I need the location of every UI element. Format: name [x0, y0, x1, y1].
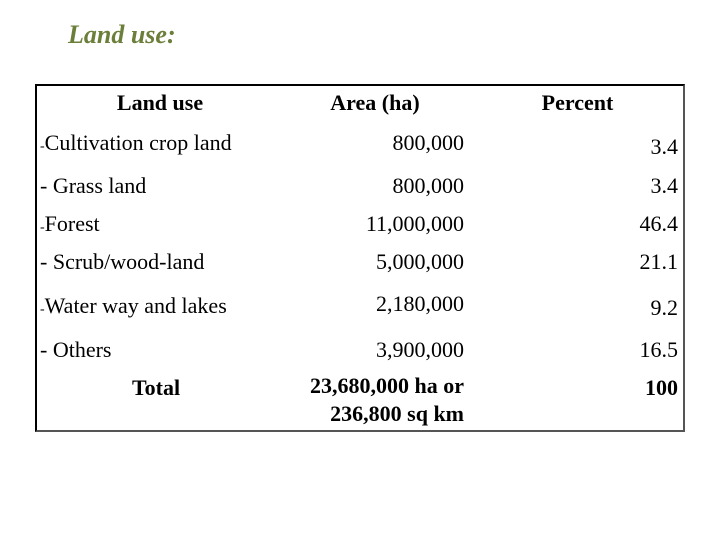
total-label: Total	[132, 375, 181, 400]
row-area: 11,000,000	[365, 211, 464, 236]
total-area-line2: 236,800 sq km	[330, 401, 464, 426]
header-area: Area (ha)	[330, 90, 420, 115]
row-label-text: Cultivation crop land	[44, 130, 232, 155]
row-dash: -	[40, 173, 53, 198]
page-title: Land use:	[68, 20, 176, 49]
row-area: 5,000,000	[376, 249, 464, 274]
row-label: - Others	[40, 338, 111, 362]
row-area: 2,180,000	[376, 291, 464, 316]
row-percent: 3.4	[650, 134, 679, 159]
row-label: -Cultivation crop land	[40, 131, 232, 159]
row-area: 800,000	[392, 130, 465, 155]
total-area-line1: 23,680,000 ha or	[310, 373, 464, 398]
header-percent: Percent	[541, 90, 614, 115]
row-dash: -	[40, 337, 53, 362]
row-percent: 21.1	[639, 249, 679, 274]
row-percent: 3.4	[650, 173, 679, 198]
row-dash: -	[40, 249, 53, 274]
row-label: - Grass land	[40, 174, 146, 198]
row-label: -Forest	[40, 212, 100, 240]
row-dash: -	[40, 220, 45, 235]
header-land-use: Land use	[116, 90, 204, 115]
row-percent: 46.4	[639, 211, 679, 236]
row-percent: 9.2	[650, 295, 679, 320]
row-label: - Scrub/wood-land	[40, 250, 204, 274]
row-label: -Water way and lakes	[40, 294, 227, 322]
row-label-text: Forest	[44, 211, 100, 236]
row-dash: -	[40, 139, 45, 154]
row-area: 3,900,000	[376, 337, 464, 362]
row-label-text: Grass land	[52, 173, 147, 198]
row-dash: -	[40, 302, 45, 317]
row-area: 800,000	[392, 173, 465, 198]
row-label-text: Scrub/wood-land	[52, 249, 205, 274]
total-percent: 100	[645, 375, 678, 400]
land-use-table	[35, 84, 685, 432]
row-label-text: Others	[52, 337, 112, 362]
row-label-text: Water way and lakes	[44, 293, 227, 318]
row-percent: 16.5	[639, 337, 679, 362]
